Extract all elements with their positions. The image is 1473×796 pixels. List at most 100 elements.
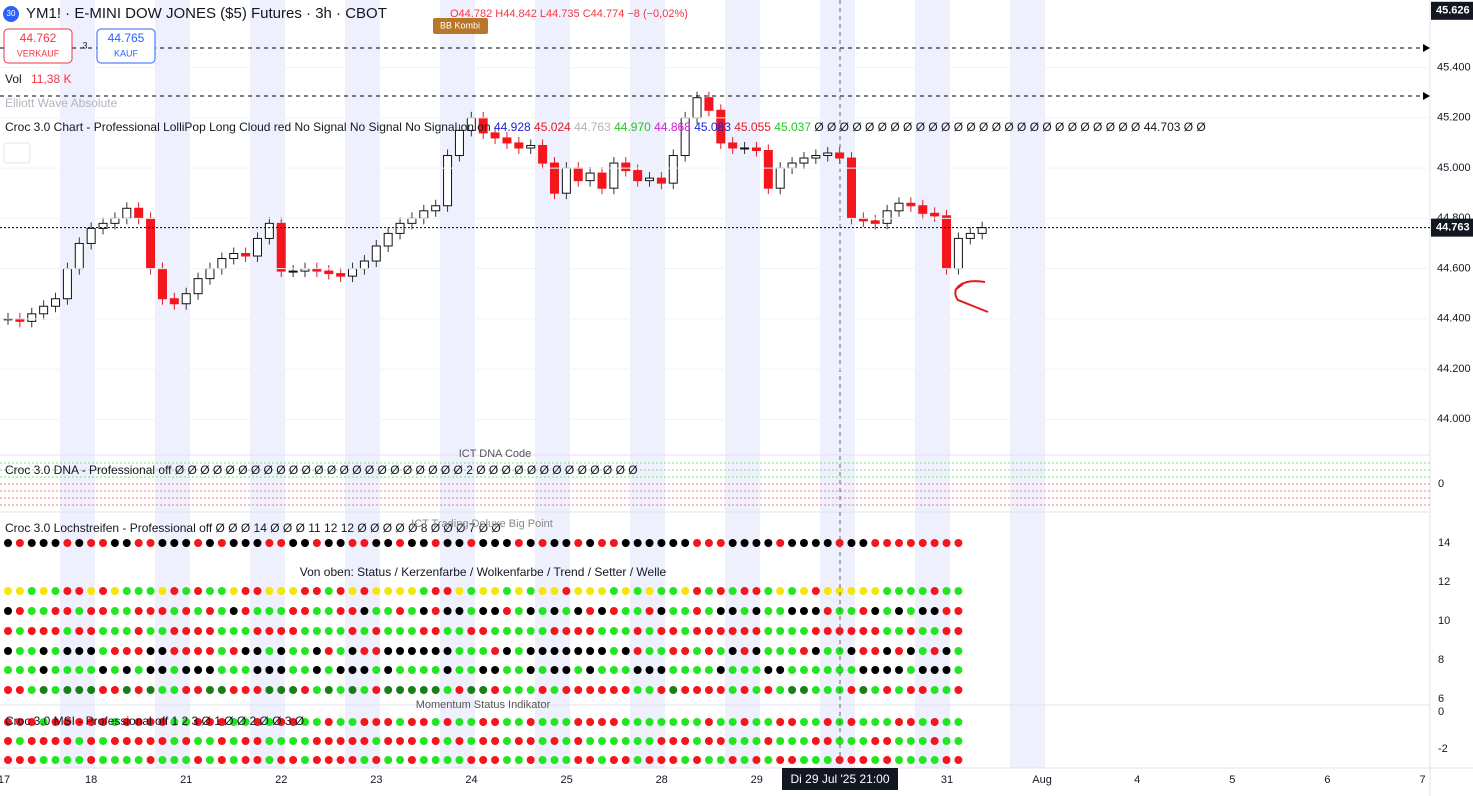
candle	[454, 129, 464, 157]
status-dot	[740, 539, 749, 547]
status-dot	[859, 647, 868, 655]
status-dot	[562, 737, 571, 745]
status-dot	[562, 607, 571, 615]
status-dot	[205, 607, 214, 615]
status-dot	[681, 666, 690, 674]
status-dot	[681, 539, 690, 547]
status-dot	[384, 539, 393, 547]
status-dot	[657, 666, 666, 674]
status-dot	[75, 756, 84, 764]
candle	[751, 147, 761, 151]
time-label: 4	[1134, 774, 1140, 786]
pane-tick-label: -2	[1438, 743, 1448, 755]
status-dot	[883, 607, 892, 615]
status-dot	[491, 539, 500, 547]
status-dot	[502, 756, 511, 764]
status-dot	[336, 686, 345, 694]
status-dot	[205, 539, 214, 547]
status-dot	[479, 647, 488, 655]
status-dot	[217, 756, 226, 764]
status-dot	[598, 539, 606, 547]
time-label: 18	[85, 774, 97, 786]
status-dot	[621, 686, 630, 694]
status-dot	[538, 686, 547, 694]
status-dot	[75, 647, 84, 655]
candle	[549, 162, 559, 194]
status-dot	[811, 607, 820, 615]
status-dot	[467, 647, 476, 655]
status-dot	[15, 737, 24, 745]
status-dot	[693, 666, 702, 674]
status-dot	[205, 686, 214, 694]
croc-value: 44.928	[494, 120, 531, 134]
status-dot	[574, 686, 583, 694]
status-dot	[859, 607, 868, 615]
status-dot	[799, 607, 808, 615]
status-dot	[134, 686, 143, 694]
status-dot	[348, 627, 357, 635]
status-dot	[301, 756, 309, 764]
status-dot	[87, 607, 96, 615]
status-dot	[336, 627, 345, 635]
status-dot	[752, 627, 761, 635]
status-dot	[621, 647, 630, 655]
status-dot	[289, 647, 298, 655]
status-dot	[799, 737, 808, 745]
status-dot	[241, 539, 250, 547]
status-dot	[823, 627, 832, 635]
status-dot	[372, 539, 381, 547]
status-dot	[146, 539, 155, 547]
price-tag	[1431, 1, 1473, 20]
status-dot	[99, 607, 108, 615]
status-dot	[324, 686, 333, 694]
status-dot	[811, 627, 820, 635]
status-dot	[431, 539, 440, 547]
status-dot	[906, 539, 915, 547]
status-dot	[491, 587, 500, 595]
status-dot	[847, 737, 856, 745]
collapse-button[interactable]	[3, 142, 31, 164]
status-dot	[348, 647, 357, 655]
status-dot	[51, 587, 60, 595]
status-dot	[63, 756, 72, 764]
status-dot	[158, 627, 167, 635]
status-dot	[550, 686, 559, 694]
buy-button[interactable]	[96, 28, 156, 64]
status-dot	[788, 587, 797, 595]
status-dot	[621, 607, 630, 615]
status-dot	[205, 756, 214, 764]
status-dot	[75, 737, 84, 745]
status-dot	[396, 737, 405, 745]
candle	[668, 155, 678, 184]
status-dot	[170, 607, 179, 615]
sell-button[interactable]	[3, 28, 73, 64]
status-dot	[229, 686, 238, 694]
status-dot	[669, 686, 678, 694]
status-dot	[704, 737, 713, 745]
status-dot	[704, 539, 713, 547]
status-dot	[918, 718, 927, 726]
status-dot	[895, 647, 903, 655]
ohlc: O44.782 H44.842 L44.735 C44.774 −8 (−0,0…	[450, 8, 688, 20]
sell-label: VERKAUF	[17, 48, 60, 58]
status-dot	[4, 587, 12, 595]
status-dot	[776, 539, 785, 547]
status-dot	[170, 666, 179, 674]
status-dot	[586, 666, 595, 674]
status-dot	[586, 539, 595, 547]
status-dot	[39, 647, 48, 655]
status-dot	[134, 627, 143, 635]
status-dot	[550, 647, 559, 655]
session-band	[1010, 0, 1045, 768]
status-dot	[146, 587, 155, 595]
status-dot	[788, 539, 797, 547]
status-dot	[799, 666, 808, 674]
candle	[229, 253, 239, 260]
status-dot	[99, 587, 108, 595]
status-dot	[253, 737, 262, 745]
status-dot	[301, 647, 309, 655]
status-dot	[158, 539, 167, 547]
status-dot	[633, 756, 642, 764]
status-dot	[15, 718, 24, 726]
status-dot	[289, 587, 298, 595]
